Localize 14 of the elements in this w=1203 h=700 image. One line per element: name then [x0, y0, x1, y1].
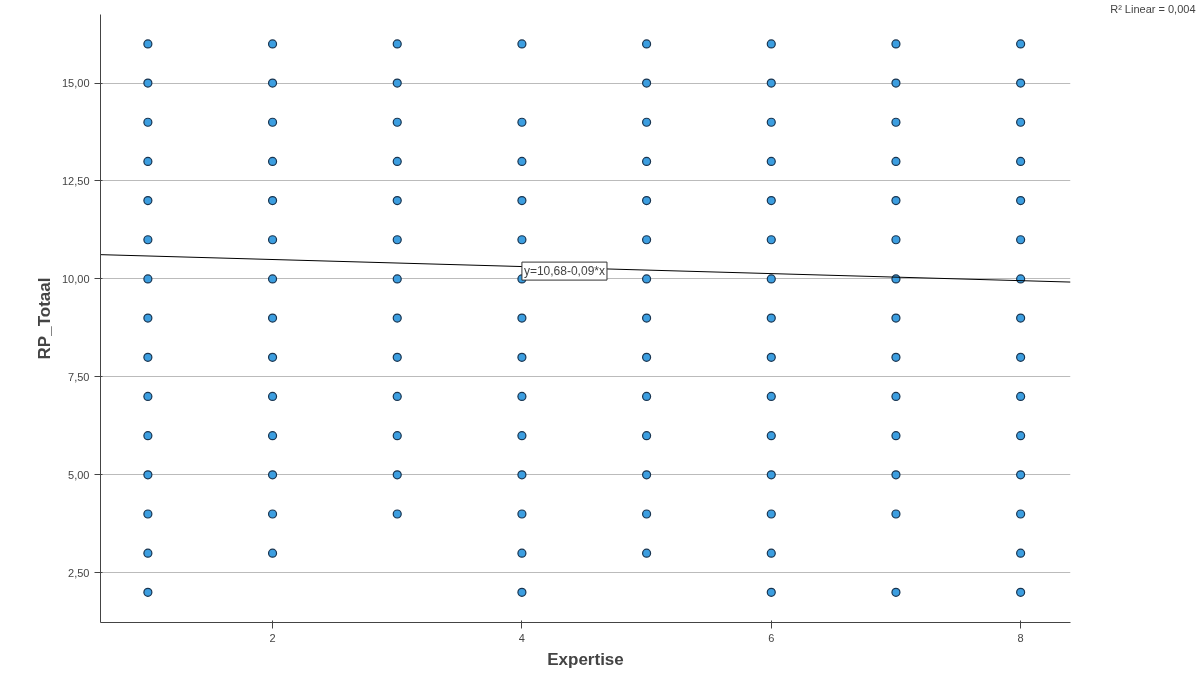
- y-tick-label: 5,00: [68, 468, 90, 481]
- y-tick-label: 10,00: [61, 272, 90, 285]
- y-tick-label: 12,50: [61, 174, 90, 187]
- y-tick-label: 15,00: [61, 77, 90, 90]
- x-tick-label: 4: [518, 631, 525, 644]
- x-axis-title: Expertise: [547, 649, 624, 669]
- x-tick-label: 8: [1017, 631, 1024, 644]
- text: R² Linear = 0,004: [1110, 2, 1196, 15]
- annotation: y=10,68-0,09*x: [523, 264, 605, 279]
- x-tick-label: 6: [768, 631, 775, 644]
- x-tick-label: 2: [269, 631, 276, 644]
- y-tick-label: 7,50: [68, 370, 90, 383]
- y-tick-label: 2,50: [68, 566, 90, 579]
- y-axis-title: RP_Totaal: [34, 277, 54, 360]
